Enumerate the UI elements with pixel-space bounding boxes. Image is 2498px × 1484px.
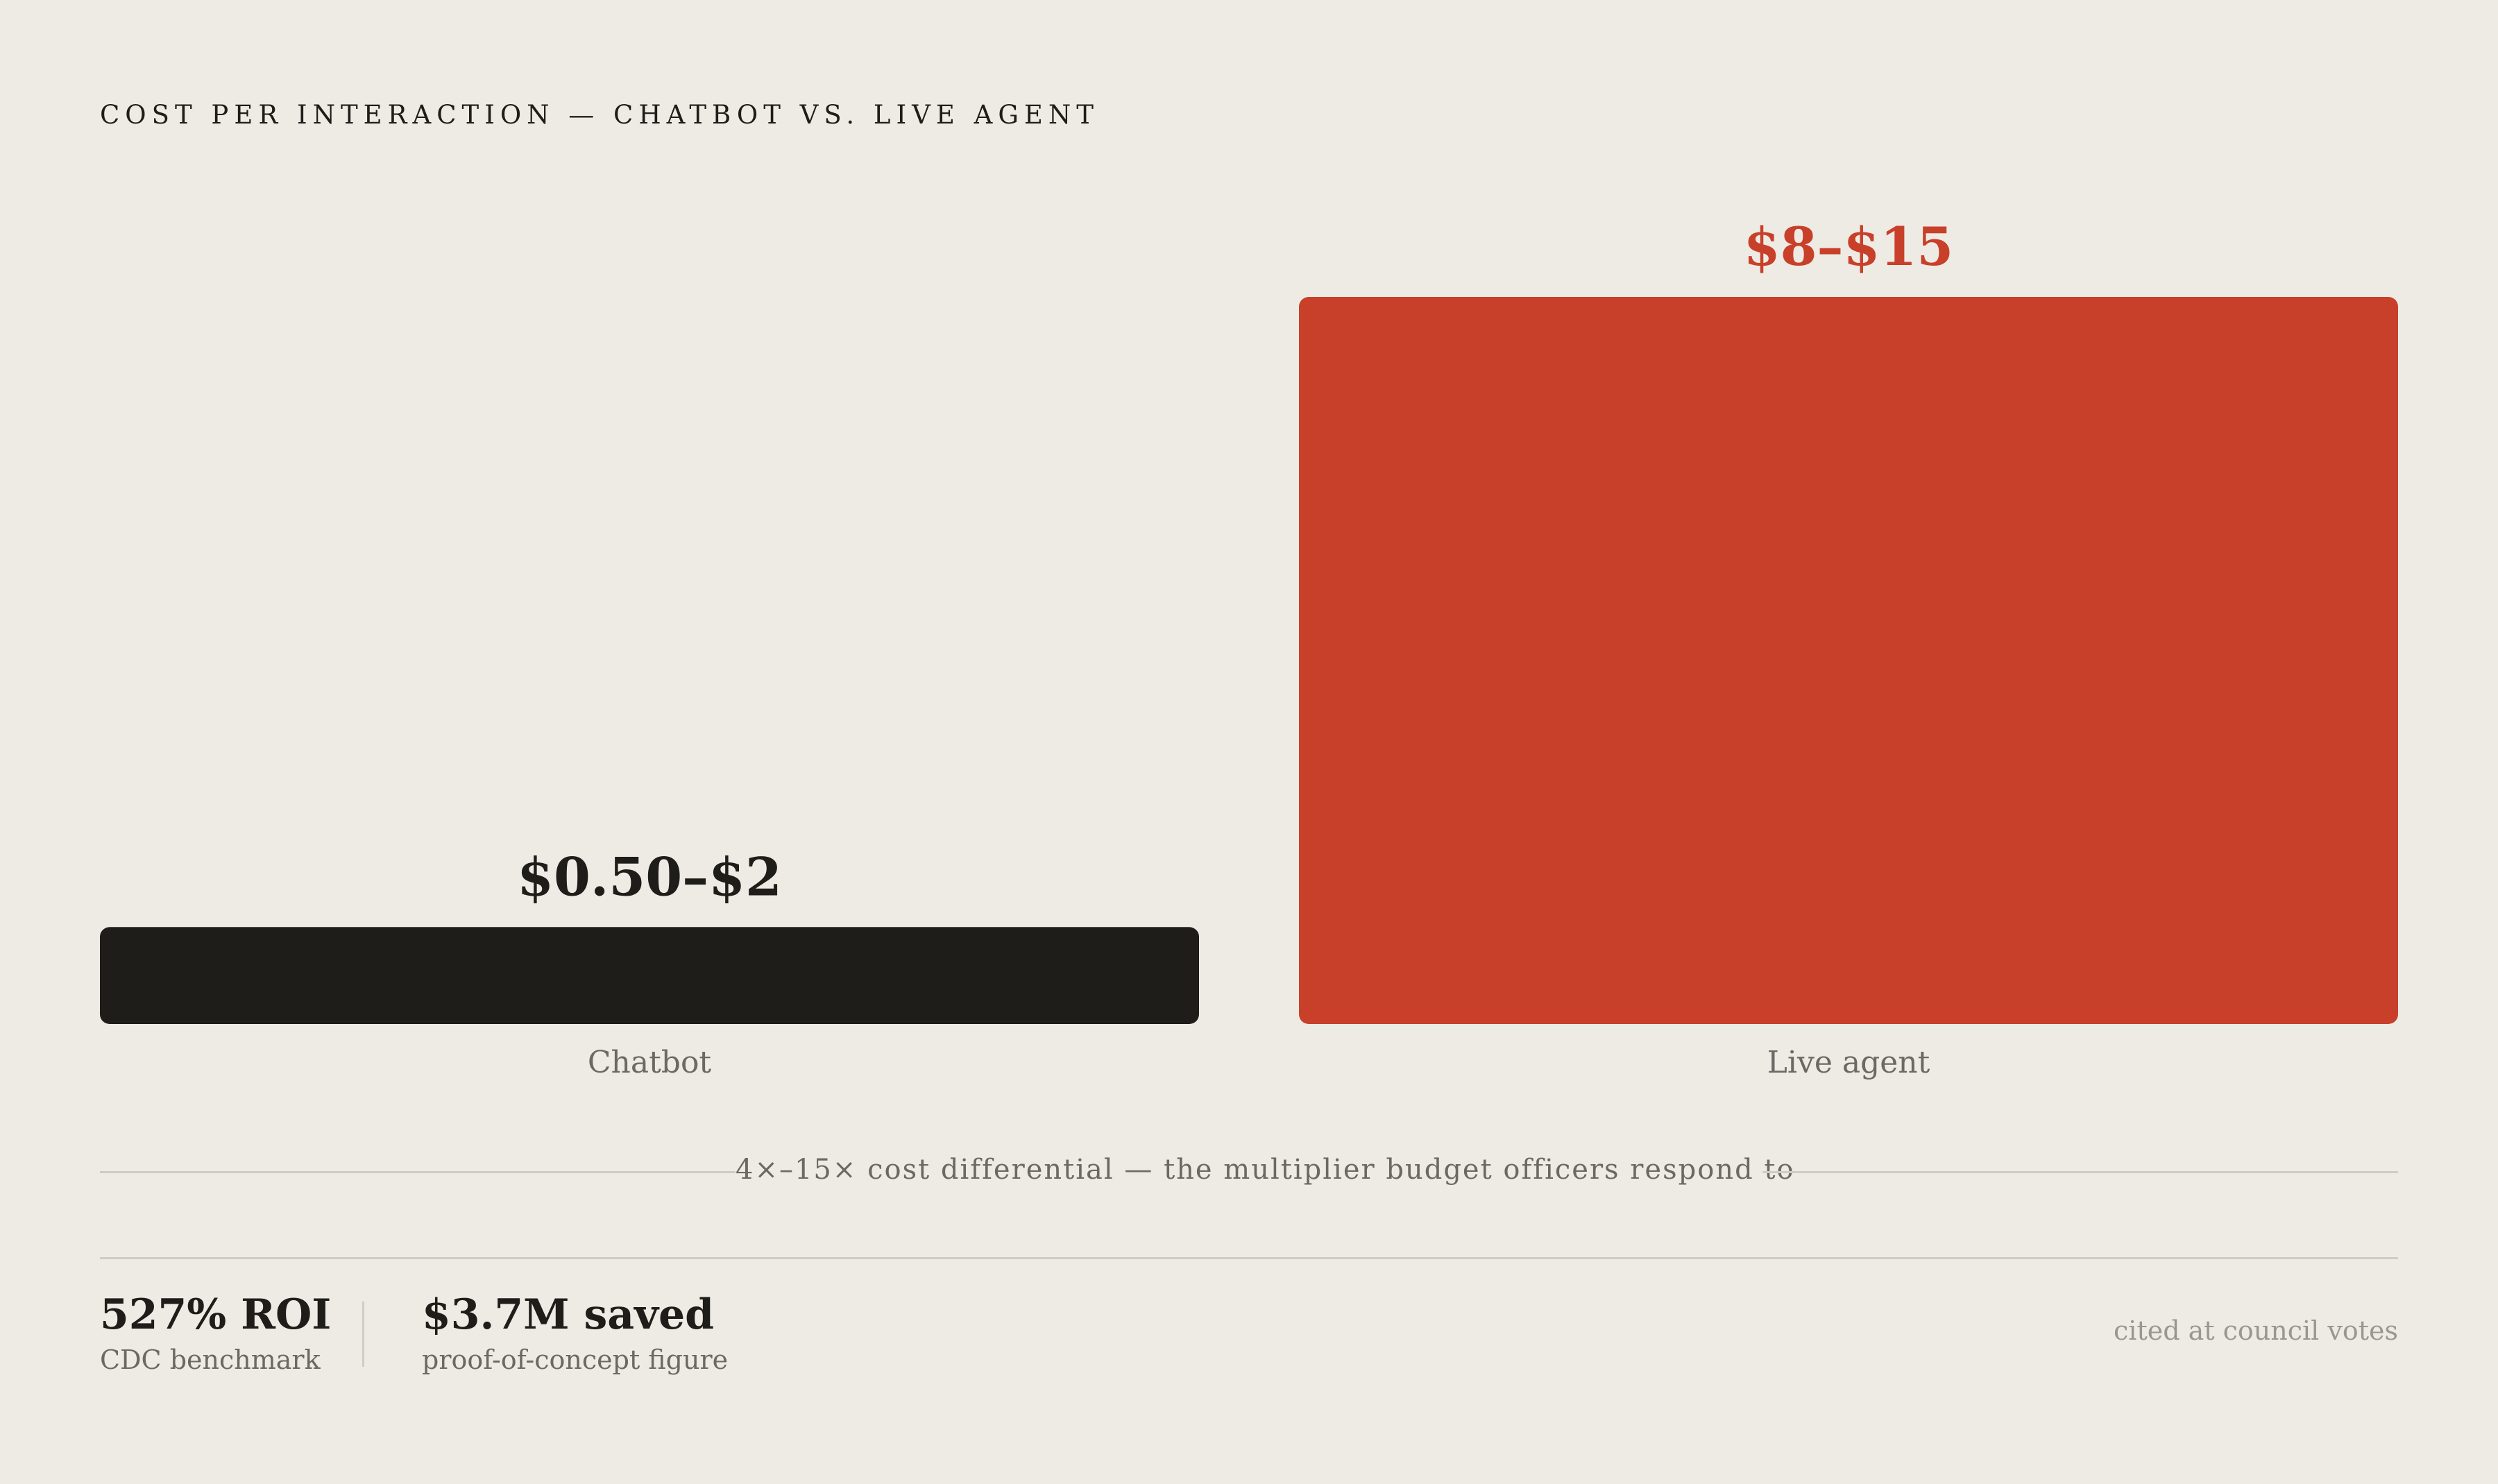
stat-roi: 527% ROI CDC benchmark [100,1287,331,1377]
stats-divider-rule [100,1257,2398,1259]
data-label-live-agent: $8–$15 [1744,216,1953,278]
annotation-rule-right [1762,1171,2398,1173]
stat-roi-value: 527% ROI [100,1290,332,1339]
bar-live-agent [1299,297,2398,1024]
stat-savings: $3.7M saved proof-of-concept figure [422,1287,728,1377]
footnote: cited at council votes [2114,1315,2398,1346]
data-label-chatbot: $0.50–$2 [517,846,782,907]
bar-chart: $0.50–$2 $8–$15 [100,216,2398,1024]
cost-differential-annotation: 4×–15× cost differential — the multiplie… [736,1154,1795,1186]
category-label-chatbot: Chatbot [587,1045,712,1080]
stat-savings-value: $3.7M saved [422,1290,715,1339]
annotation-rule-left [100,1171,736,1173]
chart-title: COST PER INTERACTION — CHATBOT VS. LIVE … [100,100,1099,130]
stat-savings-label: proof-of-concept figure [422,1345,729,1375]
stat-roi-label: CDC benchmark [100,1345,321,1375]
stat-separator [362,1302,364,1367]
bar-chatbot [100,927,1199,1024]
category-label-live-agent: Live agent [1767,1045,1930,1080]
